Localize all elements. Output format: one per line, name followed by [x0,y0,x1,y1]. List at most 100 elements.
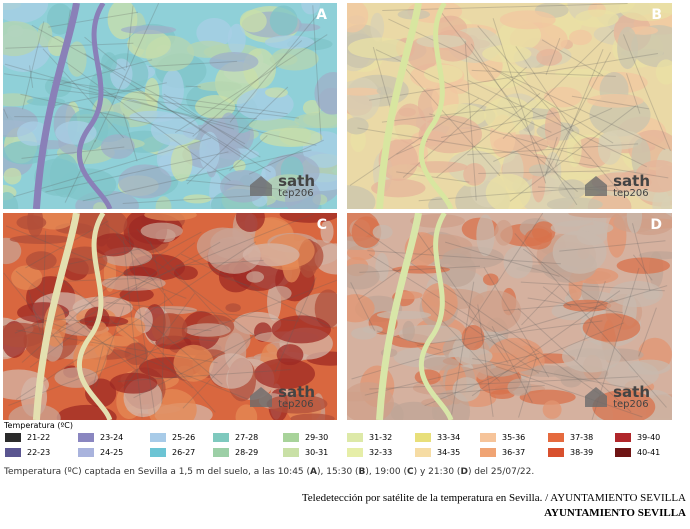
map-area [543,86,582,108]
map-street [22,21,45,110]
map-area [209,51,259,72]
map-street [3,73,288,115]
map-street [495,365,643,418]
map-area [225,303,241,313]
map-area [93,202,108,209]
legend-item: 22-23 [5,447,50,459]
map-area [284,178,321,209]
map-street [445,241,560,277]
logo-house [250,176,273,196]
map-street [508,132,578,193]
map-area [276,344,304,366]
map-area [655,59,672,85]
map-area [259,127,323,148]
legend-item: 25-26 [150,432,195,444]
map-street [464,41,477,201]
map-area [196,18,233,48]
map-street [274,277,317,373]
map-area [3,322,46,348]
map-area [563,299,612,312]
map-area [519,365,572,377]
map-street [123,113,138,162]
map-area [120,25,177,35]
credit: Teledetección por satélite de la tempera… [301,492,686,504]
map-street [13,137,212,198]
map-area [544,107,562,149]
map-street [369,52,658,101]
map-area [254,358,316,390]
map-area [416,34,467,48]
map-area [463,162,486,186]
map-area [476,214,495,257]
map-area [618,3,672,21]
map-area [264,35,315,49]
map-street [182,334,255,409]
map-area [3,21,40,57]
legend-swatch [5,448,21,457]
map-street [477,25,624,196]
map-area [144,77,160,107]
legend-item: 38-39 [548,447,593,459]
map-street [148,60,238,68]
legend-label: 34-35 [437,448,461,457]
map-area [376,86,393,95]
legend-label: 29-30 [305,433,329,442]
map-street [192,40,303,137]
logo-icon [250,387,273,407]
map-street [470,43,578,206]
map-street [471,290,621,397]
map-street [517,307,632,413]
legend-swatch [347,448,363,457]
map-image [347,213,672,420]
map-area [528,164,552,177]
map-street [312,5,322,141]
map-street [633,254,653,281]
river-branch [76,3,113,209]
map-area [550,220,614,236]
map-street [465,213,544,331]
map-street [15,241,257,400]
legend-swatch [415,448,431,457]
map-area [347,87,382,96]
map-street [359,265,481,273]
map-area [100,134,135,159]
map-area [318,87,337,115]
map-street [622,34,672,152]
legend-item: 30-31 [283,447,328,459]
map-area [347,37,409,59]
legend-swatch [615,448,631,457]
map-area [79,315,129,327]
map-area [9,234,73,245]
map-street [420,297,501,382]
map-area [235,404,258,420]
legend-label: 27-28 [235,433,259,442]
map-street [417,320,603,346]
map-area [569,29,592,46]
map-area [370,12,385,42]
map-street [122,195,250,204]
map-street [559,240,666,252]
map-area [347,117,369,135]
legend-label: 25-26 [172,433,196,442]
map-street [55,89,299,119]
legend-item: 35-36 [480,432,525,444]
map-street [439,10,518,110]
panel-label: C [316,217,327,233]
map-street [186,86,289,185]
legend-label: 23-24 [100,433,124,442]
map-area [499,10,556,30]
map-area [3,237,22,265]
legend-title: Temperatura (ºC) [4,421,73,430]
map-street [4,63,235,130]
map-area [184,323,231,337]
map-street [8,279,337,406]
map-area [628,359,671,375]
map-area [199,131,220,172]
map-street [90,345,104,398]
map-street [15,270,137,371]
map-area [3,192,19,209]
map-area [459,347,493,365]
legend-label: 32-33 [369,448,393,457]
river-branch [76,213,113,420]
